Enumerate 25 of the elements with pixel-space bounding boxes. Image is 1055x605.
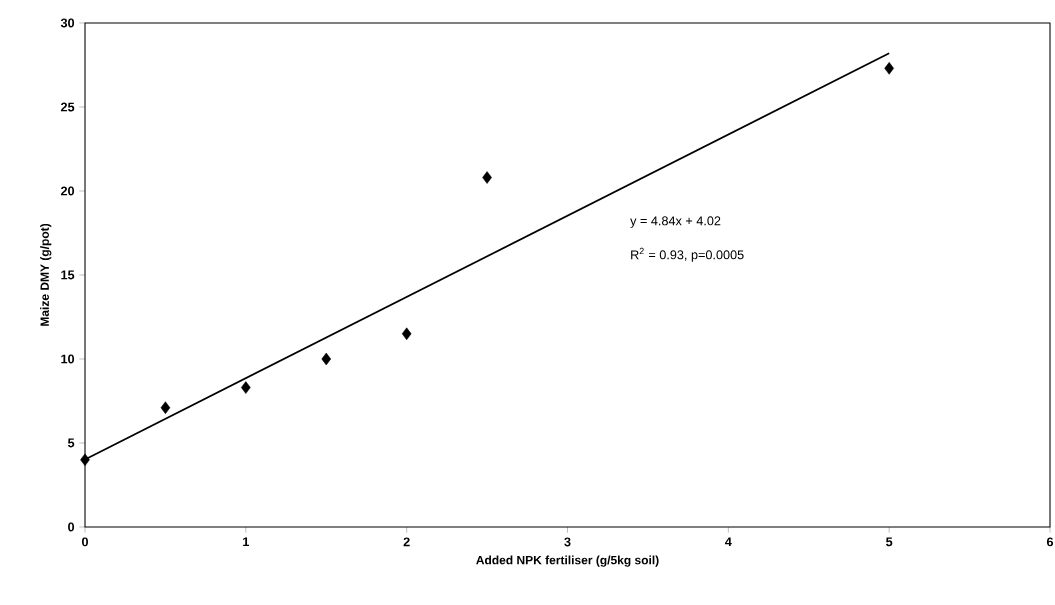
y-tick-label: 25 [60, 102, 75, 112]
x-axis-title: Added NPK fertiliser (g/5kg soil) [476, 555, 659, 567]
y-tick-label: 20 [60, 186, 75, 196]
y-tick-label: 0 [68, 522, 75, 532]
x-tick-label: 2 [403, 537, 410, 547]
point [401, 327, 412, 341]
point [80, 453, 90, 467]
x-tick-label: 0 [81, 537, 89, 547]
annotation: y = 4.84x + 4.02 [630, 216, 721, 228]
y-tick-label: 30 [60, 18, 75, 28]
point [482, 171, 492, 184]
x-tick-label: 6 [1046, 537, 1054, 547]
point [884, 62, 894, 75]
annotation: R$^{2}$ = 0.93, p=0.0005 [631, 247, 744, 262]
point [160, 401, 171, 414]
y-axis-title: Maize DMY (g/pot) [40, 223, 52, 326]
x-tick-label: 4 [725, 537, 732, 547]
y-tick-label: 10 [61, 354, 75, 364]
y-tick-label: 5 [67, 438, 75, 448]
x-tick-label: 3 [564, 537, 571, 547]
x-tick-label: 1 [243, 537, 250, 547]
x-tick-label: 5 [886, 537, 893, 547]
y-tick-label: 15 [61, 270, 75, 280]
point [321, 352, 332, 366]
point [241, 381, 251, 394]
